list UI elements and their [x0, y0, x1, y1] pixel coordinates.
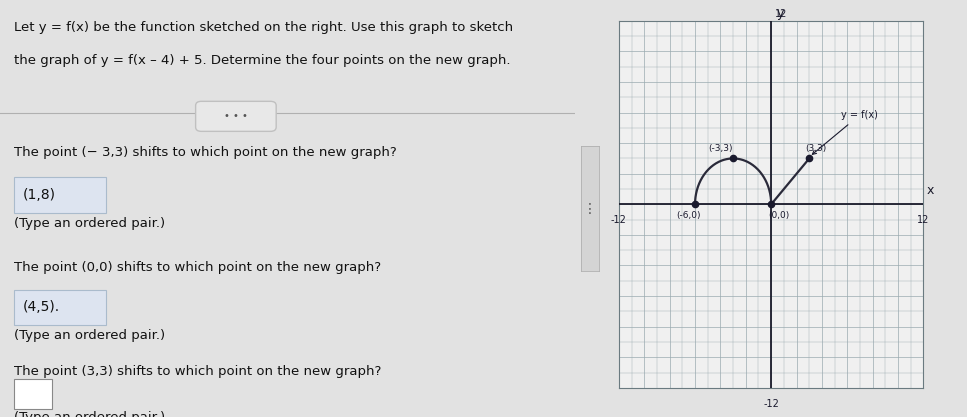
Text: (-3,3): (-3,3): [708, 144, 733, 153]
Text: y = f(x): y = f(x): [812, 110, 878, 154]
Text: The point (0,0) shifts to which point on the new graph?: The point (0,0) shifts to which point on…: [15, 261, 382, 274]
FancyBboxPatch shape: [195, 101, 277, 131]
Text: The point (3,3) shifts to which point on the new graph?: The point (3,3) shifts to which point on…: [15, 365, 382, 378]
Text: (4,5).: (4,5).: [23, 300, 60, 314]
Text: (-6,0): (-6,0): [677, 211, 701, 220]
Text: (Type an ordered pair.): (Type an ordered pair.): [15, 329, 165, 342]
Text: (Type an ordered pair.): (Type an ordered pair.): [15, 411, 165, 417]
Text: (3,3): (3,3): [805, 144, 826, 153]
Text: -12: -12: [611, 215, 627, 225]
Text: (1,8): (1,8): [23, 188, 56, 202]
Text: y: y: [777, 7, 783, 20]
Text: (Type an ordered pair.): (Type an ordered pair.): [15, 217, 165, 230]
FancyBboxPatch shape: [15, 177, 106, 213]
Text: ⋮: ⋮: [583, 201, 597, 216]
Text: • • •: • • •: [224, 111, 248, 121]
FancyBboxPatch shape: [15, 290, 106, 325]
Text: (0,0): (0,0): [768, 211, 789, 220]
Text: x: x: [926, 183, 933, 197]
Text: The point (− 3,3) shifts to which point on the new graph?: The point (− 3,3) shifts to which point …: [15, 146, 397, 159]
Text: -12: -12: [763, 399, 779, 409]
Text: Let y = f(x) be the function sketched on the right. Use this graph to sketch: Let y = f(x) be the function sketched on…: [15, 21, 513, 34]
Text: the graph of y = f(x – 4) + 5. Determine the four points on the new graph.: the graph of y = f(x – 4) + 5. Determine…: [15, 54, 511, 67]
FancyBboxPatch shape: [15, 379, 52, 409]
Text: 12: 12: [775, 9, 787, 19]
Text: 12: 12: [918, 215, 929, 225]
